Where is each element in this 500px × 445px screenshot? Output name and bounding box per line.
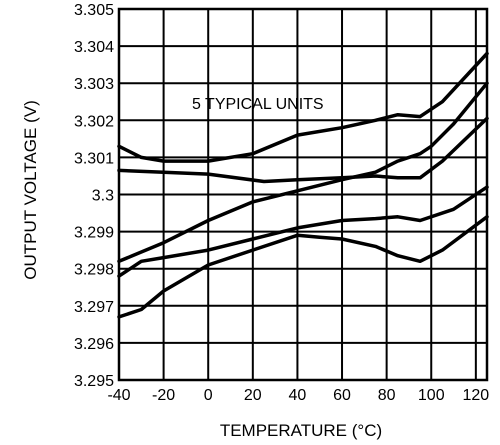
y-tick-label: 3.303 [74, 76, 114, 93]
y-tick-label: 3.299 [74, 225, 114, 242]
y-tick-label: 3.304 [74, 39, 114, 56]
x-tick-label: -40 [107, 387, 130, 404]
annotation-label: 5 TYPICAL UNITS [192, 96, 324, 113]
y-tick-label: 3.298 [74, 262, 114, 279]
series-lines [117, 51, 489, 319]
x-tick-labels: -40 -20 0 20 40 60 80 100 120 [107, 387, 489, 404]
series-line-5 [117, 215, 489, 319]
y-tick-label: 3.305 [74, 2, 114, 19]
y-tick-label: 3.295 [74, 373, 114, 390]
y-tick-label: 3.3 [92, 188, 114, 205]
x-tick-label: 120 [462, 387, 489, 404]
x-tick-label: 40 [289, 387, 307, 404]
x-tick-label: -20 [152, 387, 175, 404]
x-tick-label: 0 [204, 387, 213, 404]
y-axis-title: OUTPUT VOLTAGE (V) [21, 100, 40, 279]
series-line-1 [117, 51, 489, 163]
y-tick-label: 3.297 [74, 299, 114, 316]
x-tick-label: 20 [244, 387, 262, 404]
x-axis-title: TEMPERATURE (°C) [220, 421, 382, 440]
x-tick-label: 80 [378, 387, 396, 404]
grid-lines [119, 9, 487, 380]
series-line-4 [117, 185, 489, 278]
y-tick-label: 3.301 [74, 150, 114, 167]
y-tick-label: 3.302 [74, 113, 114, 130]
y-tick-label: 3.296 [74, 336, 114, 353]
x-tick-label: 60 [333, 387, 351, 404]
series-line-3 [117, 81, 489, 264]
plot-frame [117, 7, 489, 382]
y-tick-labels: 3.295 3.296 3.297 3.298 3.299 3.3 3.301 3.302 3.… [74, 2, 114, 390]
series-line-2 [117, 116, 489, 184]
x-tick-label: 100 [418, 387, 445, 404]
